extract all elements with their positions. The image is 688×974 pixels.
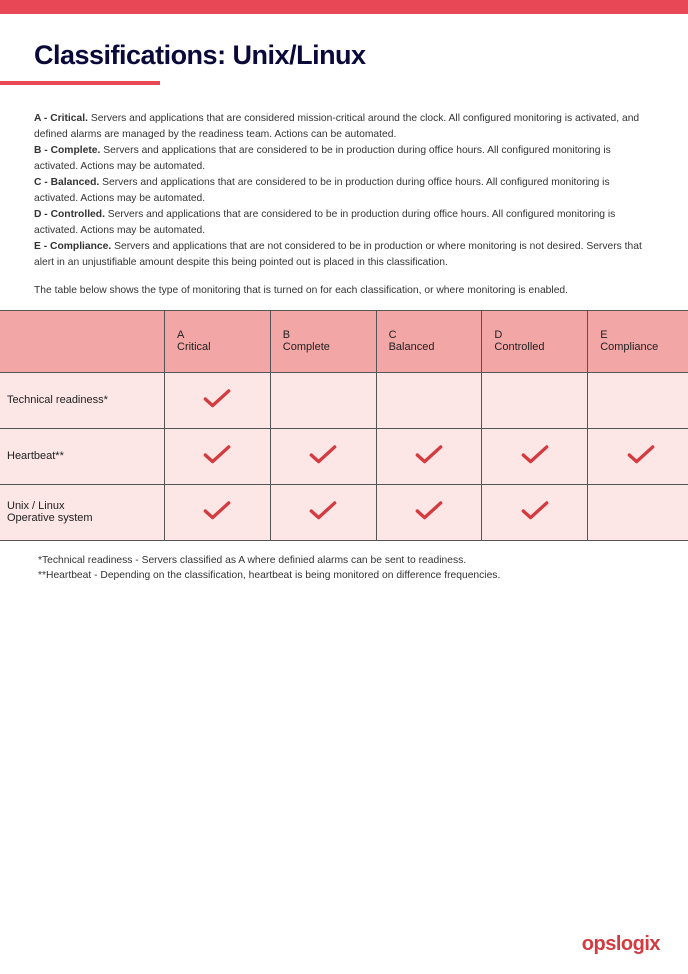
definitions-block: A - Critical. Servers and applications t… [34,111,654,271]
table-cell [482,372,588,428]
table-row: Unix / LinuxOperative system [0,484,688,540]
table-cell [165,428,271,484]
definition-item: C - Balanced. Servers and applications t… [34,175,654,207]
definition-item: B - Complete. Servers and applications t… [34,143,654,175]
table-cell [588,372,688,428]
title-underline [0,81,160,85]
table-column-header: ECompliance [588,310,688,372]
table-cell [376,428,482,484]
table-row-label: Heartbeat** [0,428,165,484]
table-column-header: BComplete [270,310,376,372]
table-cell [376,372,482,428]
table-cell [165,372,271,428]
table-row: Technical readiness* [0,372,688,428]
footnotes-block: *Technical readiness - Servers classifie… [34,553,654,585]
definition-label: E - Compliance. [34,241,111,252]
table-column-header: DControlled [482,310,588,372]
classification-table: ACriticalBCompleteCBalancedDControlledEC… [0,310,688,541]
table-column-header: CBalanced [376,310,482,372]
definition-label: D - Controlled. [34,209,105,220]
check-icon [308,500,338,522]
table-cell [588,484,688,540]
table-cell [270,372,376,428]
table-caption: The table below shows the type of monito… [34,285,654,296]
table-cell [482,484,588,540]
table-cell [165,484,271,540]
check-icon [520,444,550,466]
check-icon [202,388,232,410]
definition-label: A - Critical. [34,113,88,124]
table-row: Heartbeat** [0,428,688,484]
footnote: **Heartbeat - Depending on the classific… [38,568,654,584]
table-cell [376,484,482,540]
footnote: *Technical readiness - Servers classifie… [38,553,654,569]
definition-text: Servers and applications that are consid… [34,209,615,236]
table-cell [588,428,688,484]
check-icon [202,444,232,466]
definition-item: D - Controlled. Servers and applications… [34,207,654,239]
content-area: Classifications: Unix/Linux A - Critical… [0,14,688,296]
definition-text: Servers and applications that are not co… [34,241,642,268]
check-icon [202,500,232,522]
page-title: Classifications: Unix/Linux [34,40,654,71]
check-icon [626,444,656,466]
table-cell [270,428,376,484]
definition-label: B - Complete. [34,145,100,156]
table-row-label: Unix / LinuxOperative system [0,484,165,540]
check-icon [520,500,550,522]
table-header-blank [0,310,165,372]
table-cell [270,484,376,540]
table-row-label: Technical readiness* [0,372,165,428]
top-accent-bar [0,0,688,14]
definition-item: E - Compliance. Servers and applications… [34,239,654,271]
definition-text: Servers and applications that are consid… [34,177,610,204]
footer-brand: opslogix [582,933,660,956]
table-cell [482,428,588,484]
definition-text: Servers and applications that are consid… [34,145,611,172]
definition-item: A - Critical. Servers and applications t… [34,111,654,143]
table-column-header: ACritical [165,310,271,372]
check-icon [308,444,338,466]
check-icon [414,500,444,522]
definition-label: C - Balanced. [34,177,99,188]
definition-text: Servers and applications that are consid… [34,113,639,140]
check-icon [414,444,444,466]
